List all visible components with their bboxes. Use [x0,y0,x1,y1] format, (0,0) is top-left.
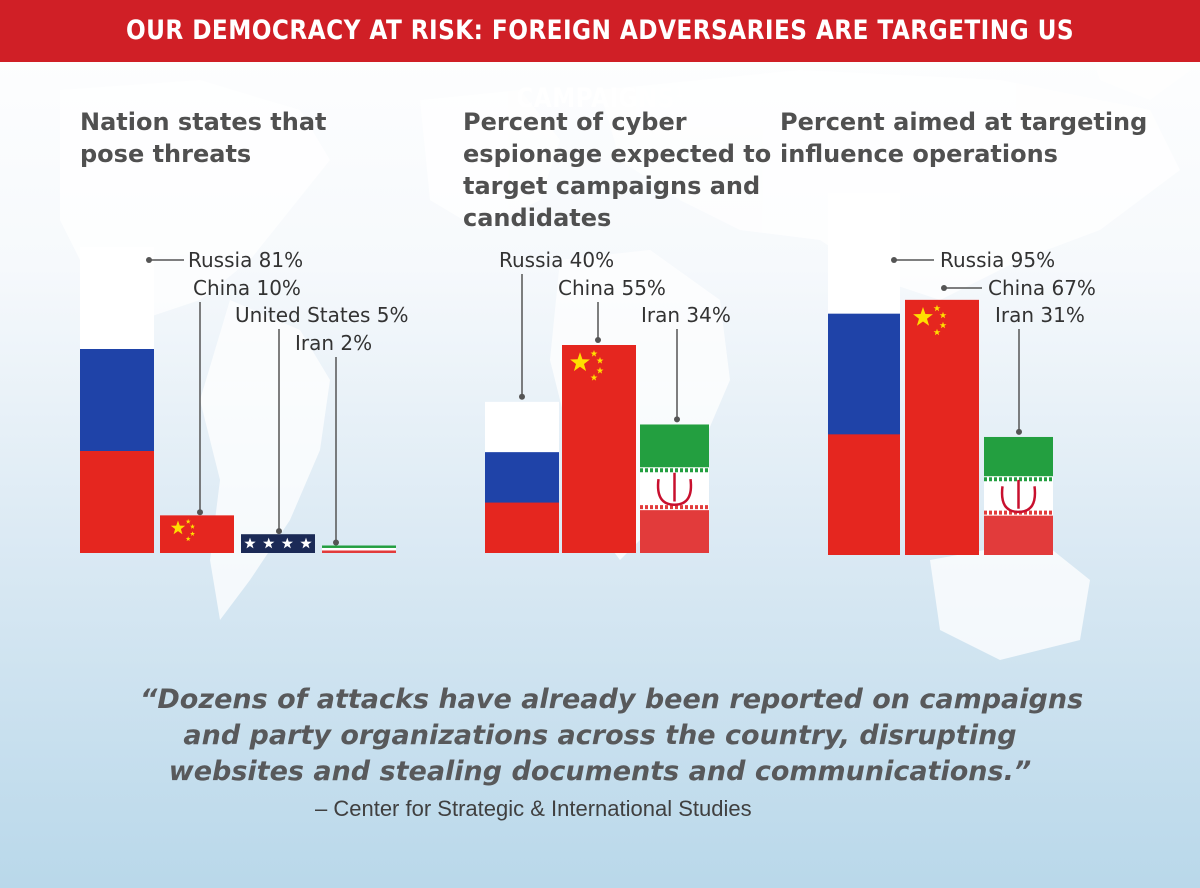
chart-2-title-line: Percent of cyber [463,108,687,136]
leader-dot [519,393,525,400]
leader-dot [276,528,282,535]
data-label: Russia 81% [188,248,303,272]
china-flag-icon [160,515,234,553]
bar-united-states [241,534,315,553]
bar-china [562,345,636,553]
bar-russia [485,401,559,553]
data-label: Iran 31% [995,303,1085,327]
leader-dot [595,337,601,343]
chart-3-title-line: influence operations [780,140,1058,168]
bar-iran [322,545,396,553]
chart-2: Russia 40% China 55% Iran 34% [485,248,731,553]
chart-1-title-line: Nation states that [80,108,327,136]
chart-2-title-line: espionage expected to [463,140,772,168]
data-label: Iran 34% [641,303,731,327]
leader-dot [146,257,152,263]
header-banner: OUR DEMOCRACY AT RISK: FOREIGN ADVERSARI… [0,0,1200,114]
leader-dot [1016,428,1022,435]
data-label: China 10% [193,276,301,300]
russia-flag-icon [828,193,900,555]
us-flag-icon [241,534,315,553]
bar-russia [80,247,154,553]
leader-dot [197,509,203,516]
data-label: Iran 2% [295,331,372,355]
leader-dot [941,285,947,291]
chart-3-title: Percent aimed at targeting influence ope… [780,106,1147,170]
quote-attribution: – Center for Strategic & International S… [315,796,752,821]
data-label: Russia 40% [499,248,614,272]
quote-line: “Dozens of attacks have already been rep… [140,684,1084,715]
china-flag-icon [905,299,979,555]
header-title: OUR DEMOCRACY AT RISK: FOREIGN ADVERSARI… [125,15,1075,114]
bar-iran [640,424,709,553]
data-label: Russia 95% [940,248,1055,272]
data-label: China 55% [558,276,666,300]
iran-flag-icon [322,545,396,553]
leader-dot [333,539,339,546]
chart-1-title: Nation states that pose threats [80,106,326,170]
bar-russia [828,193,900,555]
iran-flag-icon [640,424,709,553]
russia-flag-icon [485,401,559,553]
bar-china [160,515,234,553]
china-flag-icon [562,345,636,553]
quote-line: websites and stealing documents and comm… [168,756,1032,787]
bar-iran [984,436,1053,555]
quote-block: “Dozens of attacks have already been rep… [140,682,1084,790]
header-footnote: 1 [674,85,684,101]
chart-3-title-line: Percent aimed at targeting [780,108,1148,136]
chart-2-title: Percent of cyber espionage expected to t… [463,106,771,234]
chart-2-title-line: candidates [463,204,612,232]
leader-dot [891,257,897,263]
bar-china [905,299,979,555]
data-label: United States 5% [235,303,409,327]
chart-3: Russia 95% China 67% Iran 31% [828,193,1096,555]
quote-line: and party organizations across the count… [183,720,1017,751]
iran-flag-icon [984,436,1053,555]
chart-2-title-line: target campaigns and [463,172,761,200]
chart-1-title-line: pose threats [80,140,252,168]
chart-1: Russia 81% China 10% United States 5% Iran … [80,247,409,553]
data-label: China 67% [988,276,1096,300]
russia-flag-icon [80,247,154,553]
leader-dot [674,416,680,423]
